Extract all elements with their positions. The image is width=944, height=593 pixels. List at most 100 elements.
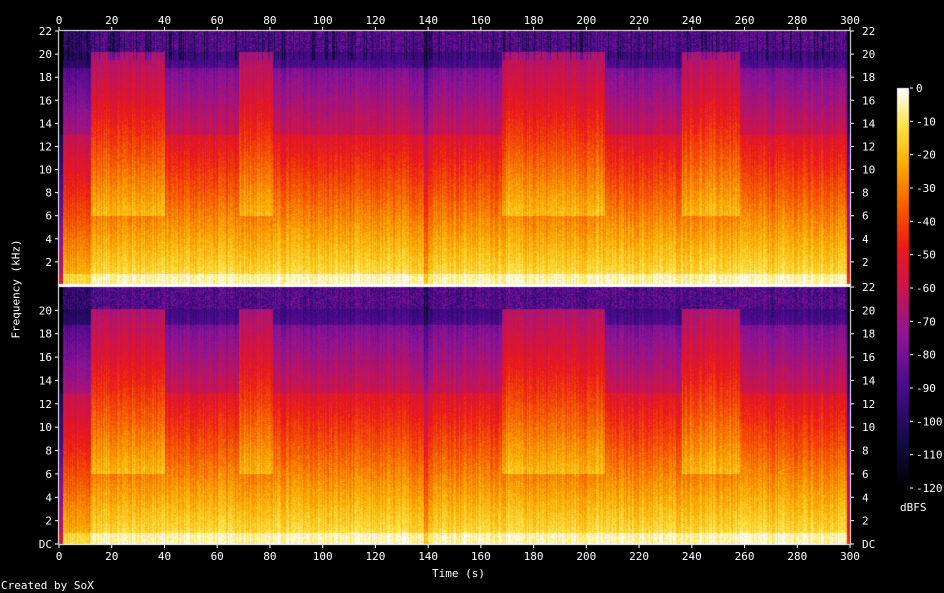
- colorbar-tick-label: -80: [916, 349, 936, 362]
- colorbar-tick-label: -110: [916, 449, 943, 462]
- colorbar-label: dBFS: [900, 501, 927, 514]
- y-tick-label-right: 20: [862, 304, 875, 317]
- y-tick-label-left: 12: [39, 140, 52, 153]
- x-tick-label-bottom: 80: [263, 550, 276, 563]
- x-tick-label-bottom: 0: [56, 550, 63, 563]
- colorbar-tick-label: 0: [916, 82, 923, 95]
- colorbar-tick-label: -40: [916, 215, 936, 228]
- colorbar-tick-label: -10: [916, 115, 936, 128]
- x-tick-label-top: 20: [105, 14, 118, 27]
- x-ticks-top: 0 20 40 60 80 100 120 140 160 180 200 220 240 260 280 3…: [56, 14, 860, 30]
- colorbar-tick-label: -100: [916, 415, 943, 428]
- y-ticks-right: 2 4 6 8 10 12 14 16 18 20 22 DC 2 4 6 8 10 12 14 16 18 20 22: [851, 25, 876, 551]
- y-tick-label-left: 12: [39, 398, 52, 411]
- x-tick-label-bottom: 140: [418, 550, 438, 563]
- x-tick-label-top: 200: [576, 14, 596, 27]
- y-tick-label-right: 10: [862, 421, 875, 434]
- x-tick-label-bottom: 60: [211, 550, 224, 563]
- x-tick-label-top: 120: [365, 14, 385, 27]
- colorbar-tick-label: -50: [916, 249, 936, 262]
- y-tick-label-right: 6: [862, 468, 869, 481]
- y-tick-label-right: 20: [862, 48, 875, 61]
- colorbar-tick-label: -30: [916, 182, 936, 195]
- y-tick-label-right: 14: [862, 374, 876, 387]
- y-tick-label-right: 10: [862, 164, 875, 177]
- y-tick-label-left: 8: [45, 187, 52, 200]
- colorbar-tick-label: -120: [916, 482, 943, 495]
- x-ticks-bottom: 0 20 40 60 80 100 120 140 160 180 200 220 240 260 280 3…: [56, 545, 860, 563]
- x-tick-label-top: 180: [524, 14, 544, 27]
- y-tick-label-right: 14: [862, 117, 876, 130]
- y-tick-label-left: 8: [45, 445, 52, 458]
- y-tick-label-right: 16: [862, 94, 875, 107]
- colorbar-tick-label: -70: [916, 315, 936, 328]
- y-tick-label-left: 16: [39, 94, 52, 107]
- x-axis-label: Time (s): [432, 567, 485, 580]
- y-tick-label-right: 4: [862, 233, 869, 246]
- y-tick-label-left: 14: [39, 374, 53, 387]
- y-tick-label-right: 18: [862, 328, 875, 341]
- x-tick-label-top: 140: [418, 14, 438, 27]
- credit-text: Created by SoX: [1, 579, 94, 592]
- y-tick-label-right: 22: [862, 281, 875, 294]
- y-tick-label-right: 8: [862, 187, 869, 200]
- y-tick-label-right: 18: [862, 71, 875, 84]
- y-tick-label-left: 10: [39, 421, 52, 434]
- y-tick-label-right: 22: [862, 25, 875, 38]
- colorbar-tick-label: -60: [916, 282, 936, 295]
- y-tick-label-left: 18: [39, 71, 52, 84]
- y-tick-label-right: 6: [862, 210, 869, 223]
- x-tick-label-bottom: 120: [365, 550, 385, 563]
- x-tick-label-bottom: 280: [787, 550, 807, 563]
- y-tick-label-left: 20: [39, 48, 52, 61]
- x-tick-label-top: 60: [211, 14, 224, 27]
- y-tick-label-left: 2: [45, 256, 52, 269]
- y-tick-label-left: 6: [45, 210, 52, 223]
- x-tick-label-top: 240: [682, 14, 702, 27]
- y-tick-label-left: DC: [39, 538, 52, 551]
- x-tick-label-top: 280: [787, 14, 807, 27]
- y-tick-label-left: 6: [45, 468, 52, 481]
- y-tick-label-left: 14: [39, 117, 53, 130]
- x-tick-label-bottom: 200: [576, 550, 596, 563]
- x-tick-label-bottom: 20: [105, 550, 118, 563]
- colorbar-ticks: 0 -10 -20 -30 -40 -50 -60 -70 -80 -90 -100 -110 -120: [910, 82, 943, 495]
- y-tick-label-left: 22: [39, 25, 52, 38]
- colorbar-tick-label: -20: [916, 149, 936, 162]
- x-tick-label-top: 260: [735, 14, 755, 27]
- x-tick-label-bottom: 180: [524, 550, 544, 563]
- y-tick-label-left: 20: [39, 304, 52, 317]
- y-tick-label-right: 2: [862, 515, 869, 528]
- x-tick-label-top: 300: [840, 14, 860, 27]
- colorbar-tick-label: -90: [916, 382, 936, 395]
- y-tick-label-right: 2: [862, 256, 869, 269]
- y-tick-label-right: 4: [862, 491, 869, 504]
- x-tick-label-bottom: 300: [840, 550, 860, 563]
- x-tick-label-top: 100: [313, 14, 333, 27]
- y-tick-label-left: 4: [45, 233, 52, 246]
- y-ticks-left: 2 4 6 8 10 12 14 16 18 20 22 DC 2 4 6 8 10 12 14 16 18 20: [39, 25, 58, 551]
- y-tick-label-left: 10: [39, 164, 52, 177]
- x-tick-label-top: 40: [158, 14, 171, 27]
- y-tick-label-right: DC: [862, 538, 875, 551]
- x-tick-label-bottom: 40: [158, 550, 171, 563]
- y-tick-label-left: 18: [39, 328, 52, 341]
- y-tick-label-right: 12: [862, 398, 875, 411]
- x-tick-label-top: 220: [629, 14, 649, 27]
- y-tick-label-left: 16: [39, 351, 52, 364]
- x-tick-label-top: 80: [263, 14, 276, 27]
- y-tick-label-right: 12: [862, 140, 875, 153]
- x-tick-label-top: 160: [471, 14, 491, 27]
- y-tick-label-left: 2: [45, 515, 52, 528]
- x-tick-label-bottom: 260: [735, 550, 755, 563]
- x-tick-label-bottom: 240: [682, 550, 702, 563]
- y-axis-label: Frequency (kHz): [9, 239, 23, 339]
- x-tick-label-bottom: 160: [471, 550, 491, 563]
- x-tick-label-bottom: 100: [313, 550, 333, 563]
- x-tick-label-top: 0: [56, 14, 63, 27]
- y-tick-label-right: 16: [862, 351, 875, 364]
- y-tick-label-right: 8: [862, 445, 869, 458]
- y-tick-label-left: 4: [45, 491, 52, 504]
